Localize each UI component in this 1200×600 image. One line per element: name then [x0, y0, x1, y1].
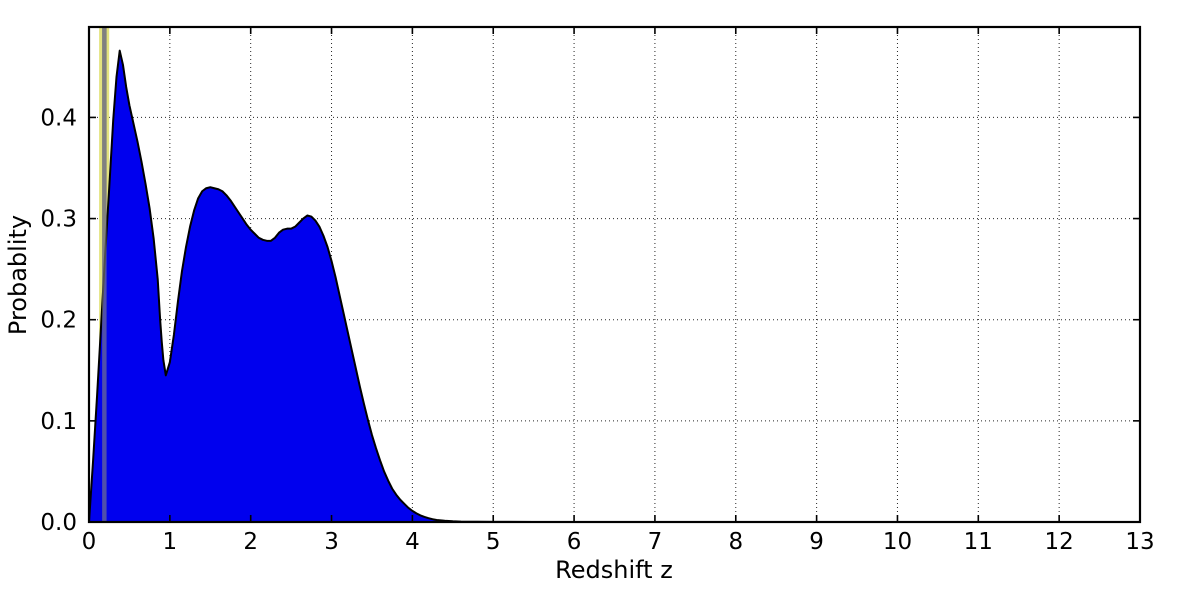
x-tick-label: 3 — [324, 529, 339, 555]
x-tick-label: 11 — [964, 529, 993, 555]
x-tick-labels: 0 1 2 3 4 5 6 7 8 9 10 11 12 13 — [82, 529, 1155, 555]
x-tick-label: 5 — [486, 529, 501, 555]
axes-frame — [87, 25, 1142, 524]
x-tick-label: 1 — [163, 529, 178, 555]
spectroscopic-redshift-line — [102, 27, 107, 522]
y-tick-label: 0.1 — [40, 409, 77, 435]
series-line-photometric-redshift-pdf — [88, 49, 1140, 523]
y-tick-labels: 0.0 0.1 0.2 0.3 0.4 — [40, 105, 77, 536]
x-tick-label: 10 — [883, 529, 912, 555]
x-tick-label: 13 — [1125, 529, 1154, 555]
x-tick-label: 2 — [243, 529, 258, 555]
series-layer — [88, 49, 1140, 523]
x-tick-label: 9 — [809, 529, 824, 555]
x-tick-label: 8 — [728, 529, 743, 555]
x-tick-label: 7 — [648, 529, 663, 555]
x-tick-label: 12 — [1045, 529, 1074, 555]
y-tick-label: 0.2 — [40, 308, 77, 334]
x-tick-label: 4 — [405, 529, 420, 555]
y-tick-label: 0.4 — [40, 105, 77, 131]
annotation-overlay-layer — [102, 27, 107, 522]
x-tick-label: 6 — [567, 529, 582, 555]
axis-ticks — [88, 27, 1141, 523]
x-axis-title: Redshift z — [555, 556, 673, 584]
y-tick-label: 0.3 — [40, 207, 77, 233]
y-axis-title: Probablity — [4, 215, 32, 335]
x-tick-label: 0 — [82, 529, 97, 555]
y-tick-label: 0.0 — [40, 510, 77, 536]
series-area-photometric-redshift-pdf — [89, 50, 1140, 523]
